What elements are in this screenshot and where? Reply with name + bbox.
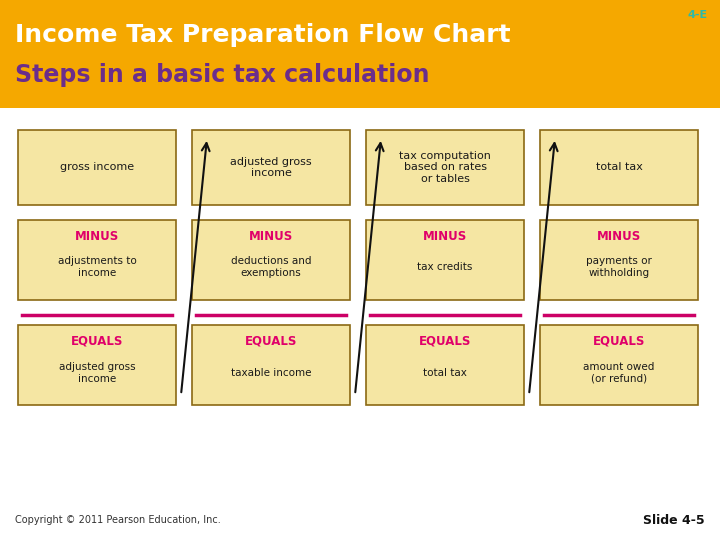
- Text: MINUS: MINUS: [249, 230, 293, 242]
- Text: gross income: gross income: [60, 163, 134, 172]
- Text: EQUALS: EQUALS: [593, 334, 645, 348]
- FancyBboxPatch shape: [192, 325, 350, 405]
- FancyBboxPatch shape: [540, 220, 698, 300]
- Text: Steps in a basic tax calculation: Steps in a basic tax calculation: [15, 63, 430, 87]
- FancyBboxPatch shape: [366, 130, 524, 205]
- Text: adjustments to
income: adjustments to income: [58, 256, 136, 278]
- Text: amount owed
(or refund): amount owed (or refund): [583, 362, 654, 384]
- Text: MINUS: MINUS: [597, 230, 641, 242]
- FancyBboxPatch shape: [192, 130, 350, 205]
- Text: EQUALS: EQUALS: [245, 334, 297, 348]
- Text: MINUS: MINUS: [423, 230, 467, 242]
- FancyBboxPatch shape: [192, 220, 350, 300]
- FancyBboxPatch shape: [18, 325, 176, 405]
- Text: payments or
withholding: payments or withholding: [586, 256, 652, 278]
- FancyBboxPatch shape: [18, 130, 176, 205]
- FancyBboxPatch shape: [540, 130, 698, 205]
- Text: tax credits: tax credits: [418, 262, 473, 272]
- Text: adjusted gross
income: adjusted gross income: [59, 362, 135, 384]
- FancyBboxPatch shape: [540, 325, 698, 405]
- Text: taxable income: taxable income: [230, 368, 311, 378]
- Text: tax computation
based on rates
or tables: tax computation based on rates or tables: [399, 151, 491, 184]
- Text: Copyright © 2011 Pearson Education, Inc.: Copyright © 2011 Pearson Education, Inc.: [15, 515, 221, 525]
- Text: EQUALS: EQUALS: [71, 334, 123, 348]
- FancyBboxPatch shape: [366, 220, 524, 300]
- Text: adjusted gross
income: adjusted gross income: [230, 157, 312, 178]
- Text: 4-E: 4-E: [688, 10, 708, 20]
- FancyBboxPatch shape: [0, 0, 720, 108]
- Text: MINUS: MINUS: [75, 230, 119, 242]
- FancyBboxPatch shape: [18, 220, 176, 300]
- Text: total tax: total tax: [423, 368, 467, 378]
- Text: Income Tax Preparation Flow Chart: Income Tax Preparation Flow Chart: [15, 23, 510, 47]
- FancyBboxPatch shape: [366, 325, 524, 405]
- Text: EQUALS: EQUALS: [419, 334, 471, 348]
- Text: total tax: total tax: [595, 163, 642, 172]
- Text: deductions and
exemptions: deductions and exemptions: [230, 256, 311, 278]
- Text: Slide 4-5: Slide 4-5: [644, 514, 705, 526]
